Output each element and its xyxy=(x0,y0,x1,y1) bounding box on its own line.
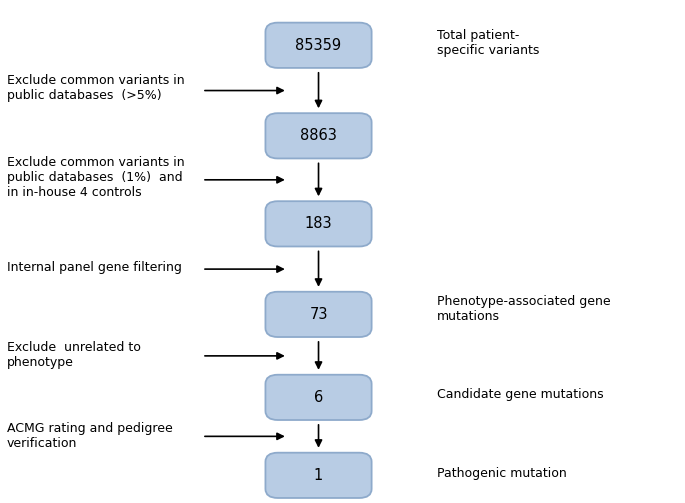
FancyBboxPatch shape xyxy=(265,23,371,68)
Text: 1: 1 xyxy=(314,468,323,483)
FancyBboxPatch shape xyxy=(265,113,371,158)
Text: Exclude common variants in
public databases  (>5%): Exclude common variants in public databa… xyxy=(7,73,184,102)
Text: ACMG rating and pedigree
verification: ACMG rating and pedigree verification xyxy=(7,422,173,450)
Text: Exclude common variants in
public databases  (1%)  and
in in-house 4 controls: Exclude common variants in public databa… xyxy=(7,155,184,199)
FancyBboxPatch shape xyxy=(265,201,371,246)
Text: Phenotype-associated gene
mutations: Phenotype-associated gene mutations xyxy=(437,295,610,323)
Text: Total patient-
specific variants: Total patient- specific variants xyxy=(437,29,539,57)
FancyBboxPatch shape xyxy=(265,292,371,337)
Text: 85359: 85359 xyxy=(295,38,342,53)
Text: Candidate gene mutations: Candidate gene mutations xyxy=(437,388,603,401)
Text: Pathogenic mutation: Pathogenic mutation xyxy=(437,467,566,480)
FancyBboxPatch shape xyxy=(265,453,371,498)
Text: Exclude  unrelated to
phenotype: Exclude unrelated to phenotype xyxy=(7,341,140,369)
FancyBboxPatch shape xyxy=(265,375,371,420)
Text: 183: 183 xyxy=(305,216,332,231)
Text: 6: 6 xyxy=(314,390,323,405)
Text: Internal panel gene filtering: Internal panel gene filtering xyxy=(7,261,182,274)
Text: 73: 73 xyxy=(309,307,328,322)
Text: 8863: 8863 xyxy=(300,128,337,143)
